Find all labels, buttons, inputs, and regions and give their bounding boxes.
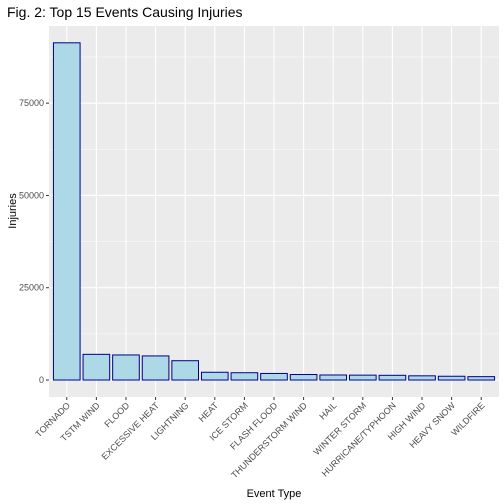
bar [171, 360, 200, 381]
y-axis: 0 25000 50000 75000 [19, 98, 49, 385]
chart-title: Fig. 2: Top 15 Events Causing Injuries [7, 4, 243, 20]
bar [141, 355, 170, 381]
bar [200, 371, 229, 381]
x-tick-label: HAIL [317, 400, 338, 421]
bar [52, 42, 81, 381]
bar [348, 374, 377, 381]
bar [408, 375, 436, 381]
bar [230, 372, 259, 381]
y-tick-label: 25000 [19, 283, 44, 293]
bar [437, 375, 466, 381]
bar [260, 372, 288, 381]
y-tick-label: 50000 [19, 190, 44, 200]
bar [378, 374, 407, 381]
y-tick-label: 0 [39, 375, 44, 385]
x-axis-title: Event Type [247, 488, 302, 500]
x-tick-label: HEAT [197, 400, 221, 424]
bar [82, 353, 111, 381]
x-tick-label: WINTER STORM [311, 400, 368, 457]
bar [467, 376, 496, 381]
bar [319, 374, 348, 381]
bar [289, 374, 318, 381]
y-tick-label: 75000 [19, 98, 44, 108]
y-axis-title: Injuries [7, 193, 19, 229]
bar [112, 354, 140, 381]
bars [52, 42, 496, 381]
x-tick-label: FLOOD [102, 400, 131, 429]
